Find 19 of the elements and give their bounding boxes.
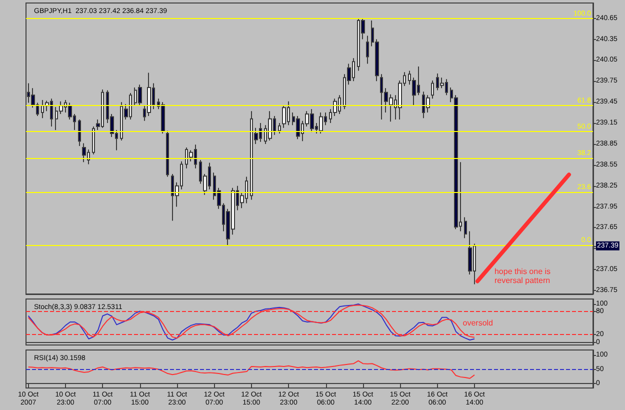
candlestick — [296, 116, 300, 140]
candlestick — [464, 216, 467, 239]
candlestick — [147, 72, 151, 117]
candlestick — [166, 130, 169, 178]
candlestick — [282, 105, 286, 128]
candlestick — [161, 102, 165, 134]
candlestick — [92, 126, 95, 155]
line-series — [28, 360, 475, 379]
candlestick — [431, 80, 434, 100]
candlestick — [268, 110, 272, 141]
annotation: hope this one is reversal pattern — [494, 266, 553, 285]
candlestick — [366, 35, 369, 64]
candlestick — [138, 84, 142, 106]
candlestick — [278, 122, 281, 134]
candlestick — [319, 112, 323, 134]
candlestick — [78, 119, 81, 147]
candlestick — [41, 100, 44, 119]
annotation: oversold — [462, 318, 494, 328]
candlestick — [82, 142, 86, 163]
